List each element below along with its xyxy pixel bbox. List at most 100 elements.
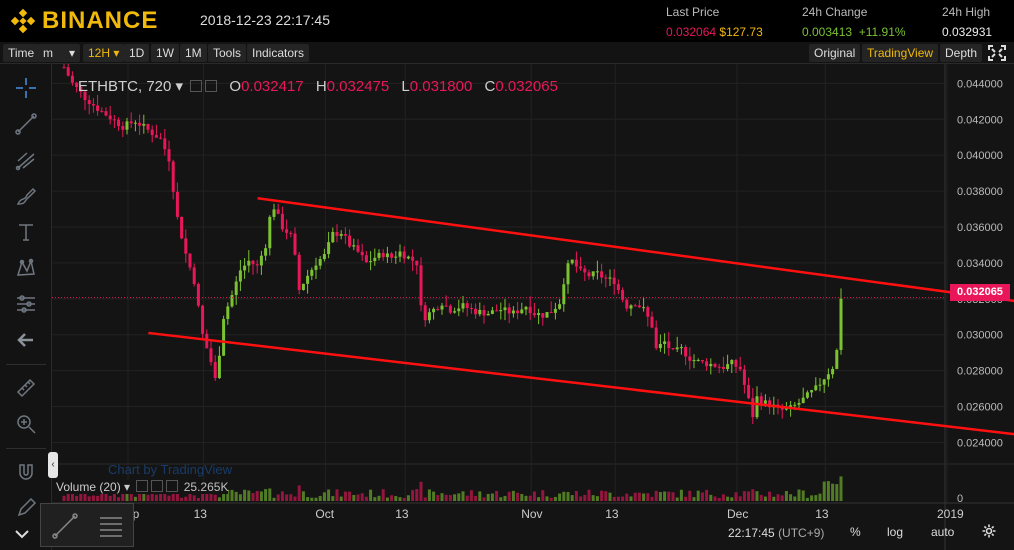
depth-view-button[interactable]: Depth [940,44,983,62]
candle-body [700,359,704,362]
minute-interval-select[interactable]: m ▾ [38,44,80,62]
high-value: 0.032931 [942,25,993,39]
volume-bar [184,496,188,501]
collapse-tools-tab[interactable]: ‹ [48,452,58,478]
lines-style-icon[interactable] [97,512,125,540]
volume-bar [524,495,528,501]
brand-logo[interactable]: BINANCE [10,7,158,35]
candle-body [474,308,478,315]
volume-bar [117,497,121,501]
pattern-tool[interactable] [12,254,40,282]
candle-body [499,310,503,312]
volume-bar [465,495,469,501]
volume-bar [348,491,352,501]
candle-body [251,260,255,265]
candle-body [742,369,746,385]
volume-settings-icon[interactable] [136,480,149,492]
candle-body [495,310,499,312]
legend-hide-icon[interactable] [205,80,218,92]
magnet-tool[interactable] [12,458,40,486]
volume-bar [726,496,730,501]
fullscreen-icon[interactable] [988,45,1006,61]
volume-bar [104,489,108,501]
candle-body [629,305,633,309]
arrow-left-icon [17,333,33,347]
candle-body [713,363,717,367]
candle-body [616,284,620,291]
volume-bar [268,488,272,501]
candle-body [646,307,650,317]
volume-bar [251,493,255,501]
drawing-toolbar-popup[interactable] [40,503,134,547]
back-tool[interactable] [12,326,40,354]
crosshair-tool[interactable] [12,74,40,102]
candle-body [658,343,662,349]
text-tool[interactable] [12,218,40,246]
volume-bar [570,495,574,501]
volume-bar [163,493,167,501]
tradingview-view-button[interactable]: TradingView [862,44,939,62]
y-tick-label: 0.038000 [957,186,1003,198]
candle-body [566,263,570,285]
volume-bar [188,493,192,501]
auto-scale-button[interactable]: auto [931,525,955,539]
candle-body [524,306,528,310]
gear-icon[interactable] [982,524,996,538]
candle-body [129,121,133,124]
volume-close-icon[interactable] [166,480,179,492]
pitchfork-icon [15,152,35,171]
volume-hide-icon[interactable] [151,480,164,492]
zoom-icon [17,415,36,434]
candle-body [352,245,356,247]
indicators-button[interactable]: Indicators [247,44,310,62]
candle-body [171,161,175,192]
volume-bar [612,496,616,501]
zoom-tool[interactable] [12,410,40,438]
candle-body [427,312,431,321]
high-value-legend: 0.032475 [326,78,390,95]
interval-12h-button[interactable]: 12H ▾ [83,44,125,62]
trend-channel-line[interactable] [257,197,1014,329]
original-view-button[interactable]: Original [809,44,861,62]
candle-body [826,374,830,380]
time-button[interactable]: Time [3,44,40,62]
candle-body [709,363,713,367]
chart-area[interactable]: 0.044000 0.042000 0.040000 0.038000 0.036000… [52,64,1014,550]
volume-bar [301,491,305,501]
volume-bar [797,489,801,501]
candle-body [331,232,335,243]
bottom-timezone[interactable]: (UTC+9) [778,526,825,540]
volume-bar [285,494,289,501]
interval-1w-button[interactable]: 1W [151,44,179,62]
trend-line-tool[interactable] [12,110,40,138]
volume-bar [675,497,679,501]
volume-label[interactable]: Volume (20) ▾ [56,480,131,494]
candle-body [600,271,604,278]
price-chart[interactable]: 0.044000 0.042000 0.040000 0.038000 0.036000… [52,64,1014,550]
volume-bar [801,490,805,501]
brush-tool[interactable] [12,182,40,210]
line-draw-icon[interactable] [51,512,79,540]
volume-bar [297,485,301,501]
candle-body [310,269,314,276]
tradingview-watermark[interactable]: Chart by TradingView [108,462,233,477]
log-scale-button[interactable]: log [887,525,904,539]
candle-body [511,310,515,314]
trend-channel-line[interactable] [148,331,1014,459]
pitchfork-tool[interactable] [12,146,40,174]
candle-body [415,260,419,266]
expand-tools-button[interactable] [8,520,36,548]
legend-settings-icon[interactable] [190,80,203,92]
lock-drawings-tool[interactable] [12,494,40,522]
symbol-selector[interactable]: ETHBTC, 720 ▾ [78,78,184,95]
prediction-tool[interactable] [12,290,40,318]
interval-1d-button[interactable]: 1D [124,44,150,62]
candle-body [793,404,797,406]
candle-body [175,191,179,217]
percent-scale-button[interactable]: % [850,525,861,539]
volume-bar [549,497,553,501]
low-value: 0.031800 [409,78,473,95]
ruler-tool[interactable] [12,374,40,402]
tools-button[interactable]: Tools [208,44,247,62]
interval-1m-button[interactable]: 1M [180,44,207,62]
